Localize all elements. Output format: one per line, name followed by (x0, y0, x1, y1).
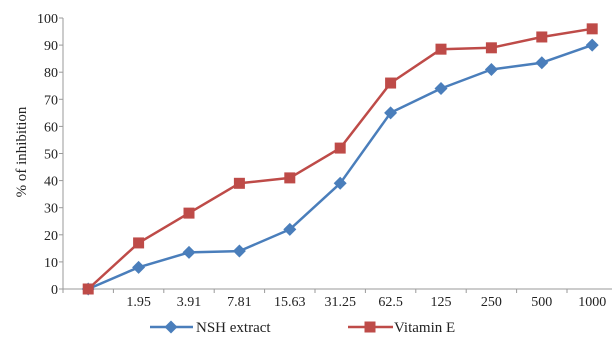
legend-label: Vitamin E (394, 320, 455, 336)
nsh-extract-point (434, 81, 448, 95)
series-nsh-extract (81, 38, 599, 296)
nsh-extract-line (87, 43, 593, 291)
x-tick-label: 31.25 (324, 295, 356, 310)
legend: NSH extract Vitamin E (150, 320, 455, 336)
x-tick-label: 15.63 (274, 295, 306, 310)
vitamin-e-point (586, 23, 598, 35)
y-tick-label: 50 (44, 148, 58, 163)
y-tick-label: 70 (44, 93, 58, 108)
nsh-extract-point (182, 245, 196, 259)
vitamin-e-point (385, 77, 397, 89)
y-tick-label: 90 (44, 39, 58, 54)
y-tick-label: 80 (44, 66, 58, 81)
vitamin-e-line (87, 27, 593, 290)
x-tick-label: 250 (481, 295, 502, 310)
vitamin-e-point (82, 283, 94, 295)
y-tick-label: 100 (37, 12, 58, 27)
vitamin-e-point (435, 43, 447, 55)
x-tick-label: 1000 (578, 295, 606, 310)
y-axis-title: % of inhibition (14, 106, 30, 197)
vitamin-e-point (536, 31, 548, 43)
nsh-extract-point (484, 62, 498, 76)
y-tick-label: 0 (51, 283, 58, 298)
x-tick-label: 500 (531, 295, 552, 310)
y-tick-label: 60 (44, 120, 58, 135)
series-vitamin-e (82, 23, 598, 295)
series-layer (81, 23, 599, 296)
vitamin-e-point (485, 42, 497, 54)
x-tick-label: 62.5 (378, 295, 403, 310)
nsh-extract-point (384, 106, 398, 120)
y-tick-label: 30 (44, 202, 58, 217)
vitamin-e-point (183, 207, 195, 219)
nsh-extract-point (283, 222, 297, 236)
nsh-extract-point (232, 244, 246, 258)
legend-item-nsh-extract: NSH extract (150, 320, 271, 336)
y-tick-label: 40 (44, 175, 58, 190)
vitamin-e-point (133, 237, 145, 249)
chart-axes: 0 10 20 30 40 50 60 70 80 90 100 1.95 3.91 7.81 15.63 3… (37, 12, 612, 310)
legend-item-vitamin-e: Vitamin E (348, 320, 455, 336)
vitamin-e-point (233, 177, 245, 189)
nsh-extract-point (132, 260, 146, 274)
x-tick-label: 1.95 (126, 295, 151, 310)
x-tick-label: 3.91 (177, 295, 202, 310)
y-tick-label: 20 (44, 229, 58, 244)
vitamin-e-point (284, 172, 296, 184)
vitamin-e-point (334, 142, 346, 154)
y-tick-label: 10 (44, 256, 58, 271)
nsh-extract-point (585, 38, 599, 52)
x-tick-label: 7.81 (227, 295, 252, 310)
diamond-marker-icon (164, 320, 178, 334)
legend-label: NSH extract (196, 320, 271, 336)
nsh-extract-point (535, 56, 549, 70)
nsh-extract-point (333, 176, 347, 190)
square-marker-icon (364, 321, 376, 333)
x-tick-label: 125 (431, 295, 452, 310)
